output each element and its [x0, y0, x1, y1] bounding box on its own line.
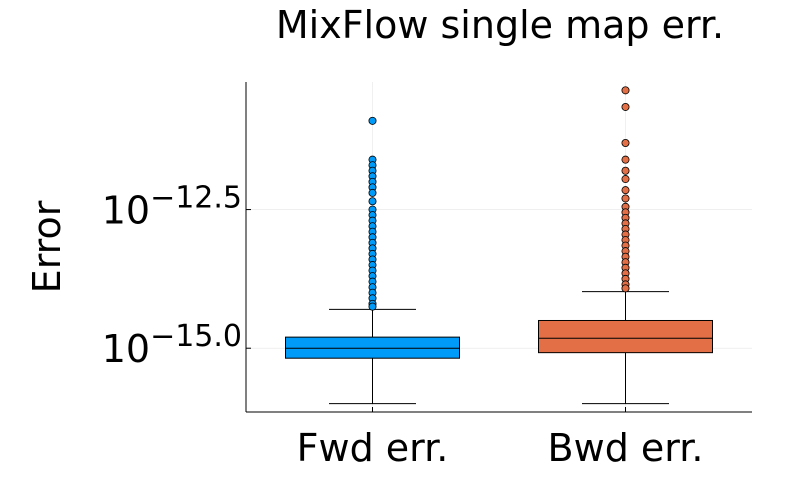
outlier-point [621, 186, 630, 195]
box-fwderr [285, 116, 460, 405]
box-bwderr [538, 86, 713, 405]
iqr-box [538, 319, 713, 354]
x-tick-label: Fwd err. [297, 426, 449, 470]
outlier-point [621, 284, 630, 293]
outlier-point [621, 102, 630, 111]
x-tick-label: Bwd err. [548, 426, 704, 470]
grid-lines [246, 82, 752, 412]
x-tick-labels: Fwd err. Bwd err. [297, 426, 704, 470]
iqr-box [285, 336, 460, 359]
outlier-point [621, 155, 630, 164]
box-series [285, 86, 713, 405]
outlier-point [368, 197, 377, 206]
y-tick-label: 10−15.0 [102, 319, 242, 371]
y-tick-labels: 10−12.5 10−15.0 [102, 181, 242, 372]
y-axis-label: Error [25, 200, 69, 293]
chart-title: MixFlow single map err. [276, 3, 724, 47]
outlier-point [368, 188, 377, 197]
outlier-point [621, 175, 630, 184]
outlier-point [621, 194, 630, 203]
outlier-point [368, 302, 377, 311]
outlier-point [368, 116, 377, 125]
axes [245, 82, 752, 413]
outlier-point [621, 166, 630, 175]
y-tick-label: 10−12.5 [102, 181, 242, 233]
outlier-point [621, 86, 630, 95]
outlier-point [621, 139, 630, 148]
